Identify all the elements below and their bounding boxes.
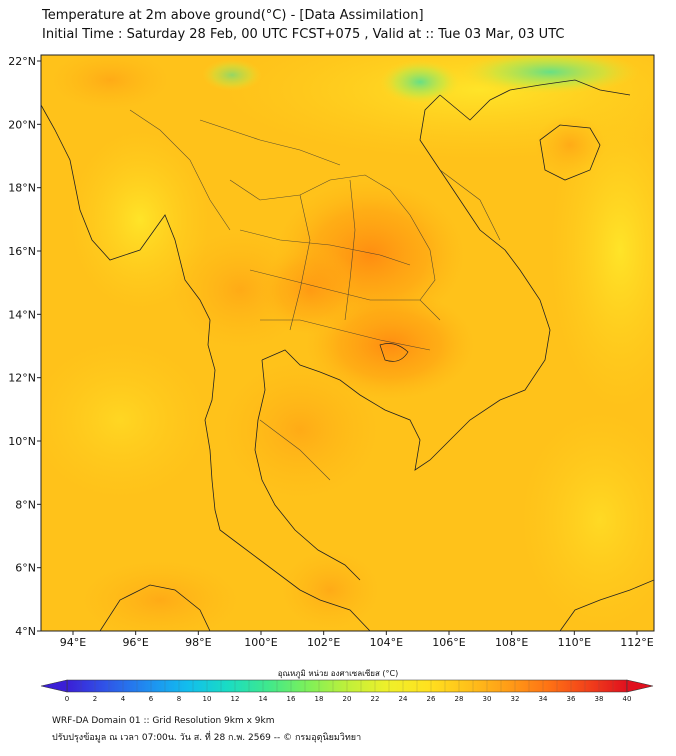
colorbar-tick-label: 36 [567, 695, 576, 703]
colorbar-tick-label: 32 [511, 695, 520, 703]
lon-tick-label: 100°E [244, 636, 277, 649]
colorbar-tick-label: 30 [483, 695, 492, 703]
colorbar-label: อุณหภูมิ หน่วย องศาเซลเซียส (°C) [277, 669, 399, 678]
colorbar-tick-label: 18 [315, 695, 324, 703]
colorbar: 0 2 4 6 8 10 12 14 16 18 20 22 24 26 28 30 32 34 36 38 40 [40, 679, 654, 703]
longitude-axis: 94°E 96°E 98°E 100°E 102°E 104°E 106°E 108°E 110… [60, 631, 654, 649]
colorbar-tick-label: 12 [231, 695, 240, 703]
colorbar-tick-label: 24 [399, 695, 408, 703]
colorbar-tick-label: 34 [539, 695, 548, 703]
colorbar-min-arrow [40, 679, 68, 693]
colorbar-tick-label: 14 [259, 695, 268, 703]
lon-tick-label: 110°E [558, 636, 591, 649]
lat-tick-label: 6°N [15, 562, 36, 575]
lat-tick-label: 16°N [8, 245, 36, 258]
temperature-field [41, 55, 654, 631]
colorbar-tick-label: 6 [149, 695, 154, 703]
colorbar-tick-label: 10 [203, 695, 212, 703]
lon-tick-label: 112°E [620, 636, 653, 649]
colorbar-tick-label: 22 [371, 695, 380, 703]
map-frame [40, 54, 655, 632]
colorbar-tick-label: 40 [623, 695, 632, 703]
lon-tick-label: 94°E [60, 636, 86, 649]
coastlines [41, 79, 654, 631]
colorbar-tick-label: 4 [121, 695, 126, 703]
colorbar-tick-label: 38 [595, 695, 604, 703]
lon-tick-label: 108°E [495, 636, 528, 649]
colorbar-tick-label: 20 [343, 695, 352, 703]
colorbar-tick-label: 16 [287, 695, 296, 703]
footer-resolution: WRF-DA Domain 01 :: Grid Resolution 9km … [52, 716, 275, 726]
footer-update: ปรับปรุงข้อมูล ณ เวลา 07:00น. วัน ส. ที่… [52, 733, 362, 743]
lat-tick-label: 14°N [8, 308, 36, 321]
lat-tick-label: 18°N [8, 182, 36, 195]
map-title: Temperature at 2m above ground(°C) - [Da… [42, 8, 424, 23]
lat-tick-label: 20°N [8, 118, 36, 131]
lon-tick-label: 96°E [122, 636, 148, 649]
latitude-axis: 22°N 20°N 18°N 16°N 14°N 12°N 10°N 8°N 6°N 4°N [8, 55, 41, 638]
colorbar-tick-label: 26 [427, 695, 436, 703]
map-subtitle: Initial Time : Saturday 28 Feb, 00 UTC F… [42, 27, 565, 42]
admin-borders [129, 109, 501, 481]
lat-tick-label: 4°N [15, 625, 36, 638]
colorbar-max-arrow [626, 679, 654, 693]
lat-tick-label: 10°N [8, 435, 36, 448]
lon-tick-label: 106°E [432, 636, 465, 649]
lat-tick-label: 12°N [8, 372, 36, 385]
colorbar-tick-label: 8 [177, 695, 181, 703]
colorbar-tick-label: 0 [65, 695, 69, 703]
colorbar-tick-label: 28 [455, 695, 464, 703]
lon-tick-label: 98°E [185, 636, 211, 649]
lon-tick-label: 104°E [370, 636, 403, 649]
lat-tick-label: 22°N [8, 55, 36, 68]
colorbar-tick-label: 2 [93, 695, 97, 703]
lat-tick-label: 8°N [15, 498, 36, 511]
lon-tick-label: 102°E [307, 636, 340, 649]
